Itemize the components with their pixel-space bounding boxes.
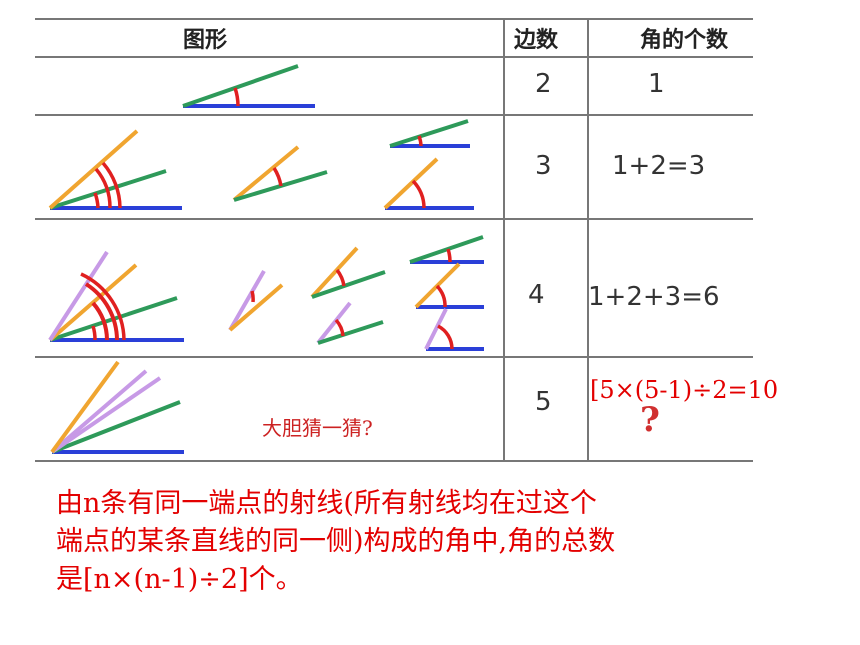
- table-row3-line: [35, 356, 753, 358]
- row2-angles: 1+2=3: [612, 151, 706, 181]
- table-bottom-line: [35, 460, 753, 462]
- note-line-2: 端点的某条直线的同一侧)构成的角中,角的总数: [56, 526, 616, 557]
- row4-five-rays-figure: [50, 360, 184, 454]
- table-col-divider-2: [587, 18, 589, 462]
- table-row2-line: [35, 218, 753, 220]
- row3-angles: 1+2+3=6: [588, 282, 720, 312]
- header-angles: 角的个数: [640, 28, 729, 53]
- conclusion-note: 由n条有同一端点的射线(所有射线均在过这个 端点的某条直线的同一侧)构成的角中,…: [56, 485, 816, 599]
- row1-angle-figure: [182, 64, 315, 108]
- table-col-divider-1: [503, 18, 505, 462]
- table-header-line: [35, 56, 753, 58]
- note-line-3: 是[n×(n-1)÷2]个。: [56, 564, 303, 595]
- row1-sides: 2: [535, 69, 552, 99]
- row4-sides: 5: [535, 387, 552, 417]
- note-line-1: 由n条有同一端点的射线(所有射线均在过这个: [56, 488, 597, 519]
- header-figure: 图形: [183, 28, 228, 53]
- angle-count-table: 图形 边数 角的个数 2 1 3 1+2=3 4 1+2+3=6 5 [5×(5…: [35, 18, 779, 462]
- header-sides: 边数: [514, 28, 559, 53]
- row1-angles: 1: [648, 69, 665, 99]
- row2-sides: 3: [535, 151, 552, 181]
- table-top-line: [35, 18, 753, 20]
- row4-angles-formula: [5×(5-1)÷2=10: [590, 376, 779, 404]
- table-row1-line: [35, 114, 753, 116]
- row4-question-mark: ?: [640, 400, 660, 440]
- guess-prompt: 大胆猜一猜?: [262, 416, 373, 440]
- row3-sides: 4: [528, 280, 545, 310]
- row3-four-rays-figure: [48, 235, 484, 351]
- row2-three-rays-figure: [48, 119, 474, 210]
